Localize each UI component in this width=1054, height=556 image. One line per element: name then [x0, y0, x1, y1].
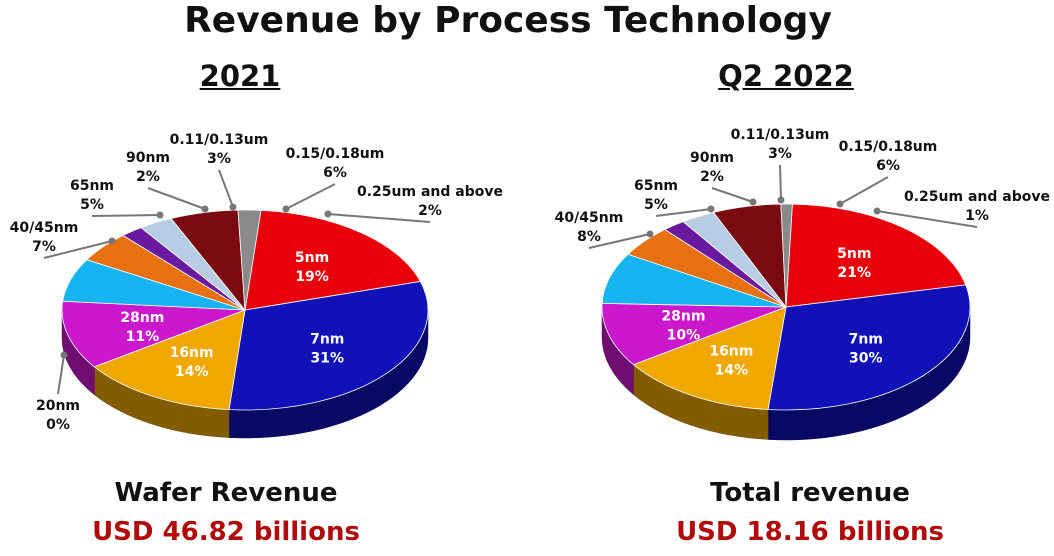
slice-label-40-45nm: 40/45nm	[555, 210, 624, 226]
slice-label-28nm: 28nm	[661, 308, 705, 324]
slice-value-5nm: 19%	[295, 269, 329, 285]
slice-label-5nm: 5nm	[295, 250, 329, 266]
leader-dot-20nm	[60, 351, 68, 359]
slice-label-7nm: 7nm	[310, 332, 344, 348]
slice-value-90nm: 2%	[700, 169, 724, 185]
leader-line-0-15-0-18um	[839, 176, 889, 205]
leader-line-0-11-0-13um	[779, 164, 782, 201]
slice-value-5nm: 21%	[838, 265, 872, 281]
slice-label-0-11-0-13um: 0.11/0.13um	[170, 132, 269, 148]
pie-slice-5nm	[244, 209, 421, 311]
leader-dot-0-15-0-18um	[836, 200, 844, 208]
slice-value-16nm: 14%	[175, 364, 209, 380]
leader-line-90nm	[147, 187, 206, 210]
chart-title: Revenue by Process Technology	[184, 0, 832, 41]
leader-dot-40-45nm	[108, 237, 116, 245]
pie-slice-16nm	[632, 306, 787, 410]
slice-label-0-15-0-18um: 0.15/0.18um	[286, 146, 385, 162]
leader-dot-40-45nm	[646, 230, 654, 238]
slice-label-0-15-0-18um: 0.15/0.18um	[839, 139, 938, 155]
slice-label-28nm: 28nm	[120, 310, 164, 326]
pie-slice-16nm	[93, 309, 246, 411]
slice-value-65nm: 5%	[644, 197, 668, 213]
slice-value-0-25um-and-above: 2%	[418, 203, 442, 219]
leader-line-0-15-0-18um	[285, 183, 336, 210]
slice-label-16nm: 16nm	[170, 345, 214, 361]
slice-label-40-45nm: 40/45nm	[10, 220, 79, 236]
slice-value-7nm: 31%	[310, 351, 344, 367]
slice-label-90nm: 90nm	[126, 150, 170, 166]
slice-label-90nm: 90nm	[690, 150, 734, 166]
slice-label-7nm: 7nm	[849, 332, 883, 348]
slice-value-20nm: 0%	[46, 417, 70, 433]
pie-labels-2021: 5nm 19% 7nm 31% 16nm 14% 20nm 0% 28nm 11% 40/45nm 7…	[10, 132, 503, 433]
slice-value-0-11-0-13um: 3%	[768, 146, 792, 162]
pie-slice-7nm	[228, 280, 429, 411]
slice-label-65nm: 65nm	[634, 178, 678, 194]
slice-value-0-11-0-13um: 3%	[207, 151, 231, 167]
leader-dot-65nm	[707, 205, 715, 213]
leader-line-65nm	[91, 214, 161, 217]
pie-slice-28nm	[61, 300, 246, 368]
caption-value-q2-2022: USD 18.16 billions	[676, 517, 944, 547]
pie-slice-5nm	[785, 203, 967, 308]
leader-line-0-25um-and-above	[876, 210, 978, 228]
pie-slice-7nm	[767, 284, 971, 411]
leader-line-40-45nm	[43, 240, 113, 259]
leader-line-20nm	[57, 354, 65, 395]
pie-title-2021: 2021	[199, 59, 281, 93]
leader-dot-0-25um-and-above	[324, 210, 332, 218]
slice-label-20nm: 20nm	[36, 398, 80, 414]
pie-slice-0-25um-and-above	[780, 203, 793, 308]
slice-value-0-15-0-18um: 6%	[323, 165, 347, 181]
leader-line-0-25um-and-above	[327, 213, 431, 223]
leader-dot-90nm	[201, 205, 209, 213]
slice-value-28nm: 11%	[126, 329, 160, 345]
slice-label-0-11-0-13um: 0.11/0.13um	[731, 127, 830, 143]
leader-line-90nm	[711, 187, 754, 203]
pie-slice-0-25um-and-above	[237, 209, 262, 311]
slice-value-0-25um-and-above: 1%	[965, 208, 989, 224]
caption-label-q2-2022: Total revenue	[710, 478, 910, 508]
pie-title-q2-2022: Q2 2022	[718, 59, 854, 93]
leader-dot-0-25um-and-above	[873, 207, 881, 215]
leader-dot-65nm	[156, 211, 164, 219]
caption-value-2021: USD 46.82 billions	[92, 517, 360, 547]
slice-value-28nm: 10%	[667, 327, 701, 343]
pie-slice-28nm	[601, 302, 787, 366]
slice-value-16nm: 14%	[715, 362, 749, 378]
slice-label-65nm: 65nm	[70, 178, 114, 194]
caption-label-2021: Wafer Revenue	[114, 478, 338, 508]
leader-line-0-11-0-13um	[218, 169, 234, 208]
slice-label-0-25um-and-above: 0.25um and above	[904, 189, 1050, 205]
pie-labels-q2-2022: 5nm 21% 7nm 30% 16nm 14% 28nm 10% 40/45nm 8% 65nm 5…	[555, 127, 1050, 378]
pie-top-q2-2022	[601, 203, 971, 411]
pie-top-2021	[61, 209, 429, 411]
slice-label-0-25um-and-above: 0.25um and above	[357, 184, 503, 200]
leader-dot-0-11-0-13um	[777, 196, 785, 204]
leader-line-65nm	[655, 208, 712, 217]
slice-value-90nm: 2%	[136, 169, 160, 185]
leader-dot-0-15-0-18um	[282, 205, 290, 213]
slice-value-7nm: 30%	[849, 351, 883, 367]
slice-label-16nm: 16nm	[709, 343, 753, 359]
slice-value-65nm: 5%	[80, 197, 104, 213]
slice-value-40-45nm: 7%	[32, 239, 56, 255]
leader-dot-0-11-0-13um	[229, 203, 237, 211]
slice-value-0-15-0-18um: 6%	[876, 158, 900, 174]
slice-label-5nm: 5nm	[837, 246, 871, 262]
leader-line-40-45nm	[588, 233, 651, 249]
leader-dot-90nm	[749, 198, 757, 206]
pie-slice-40-45nm	[601, 253, 787, 308]
slice-value-40-45nm: 8%	[577, 229, 601, 245]
